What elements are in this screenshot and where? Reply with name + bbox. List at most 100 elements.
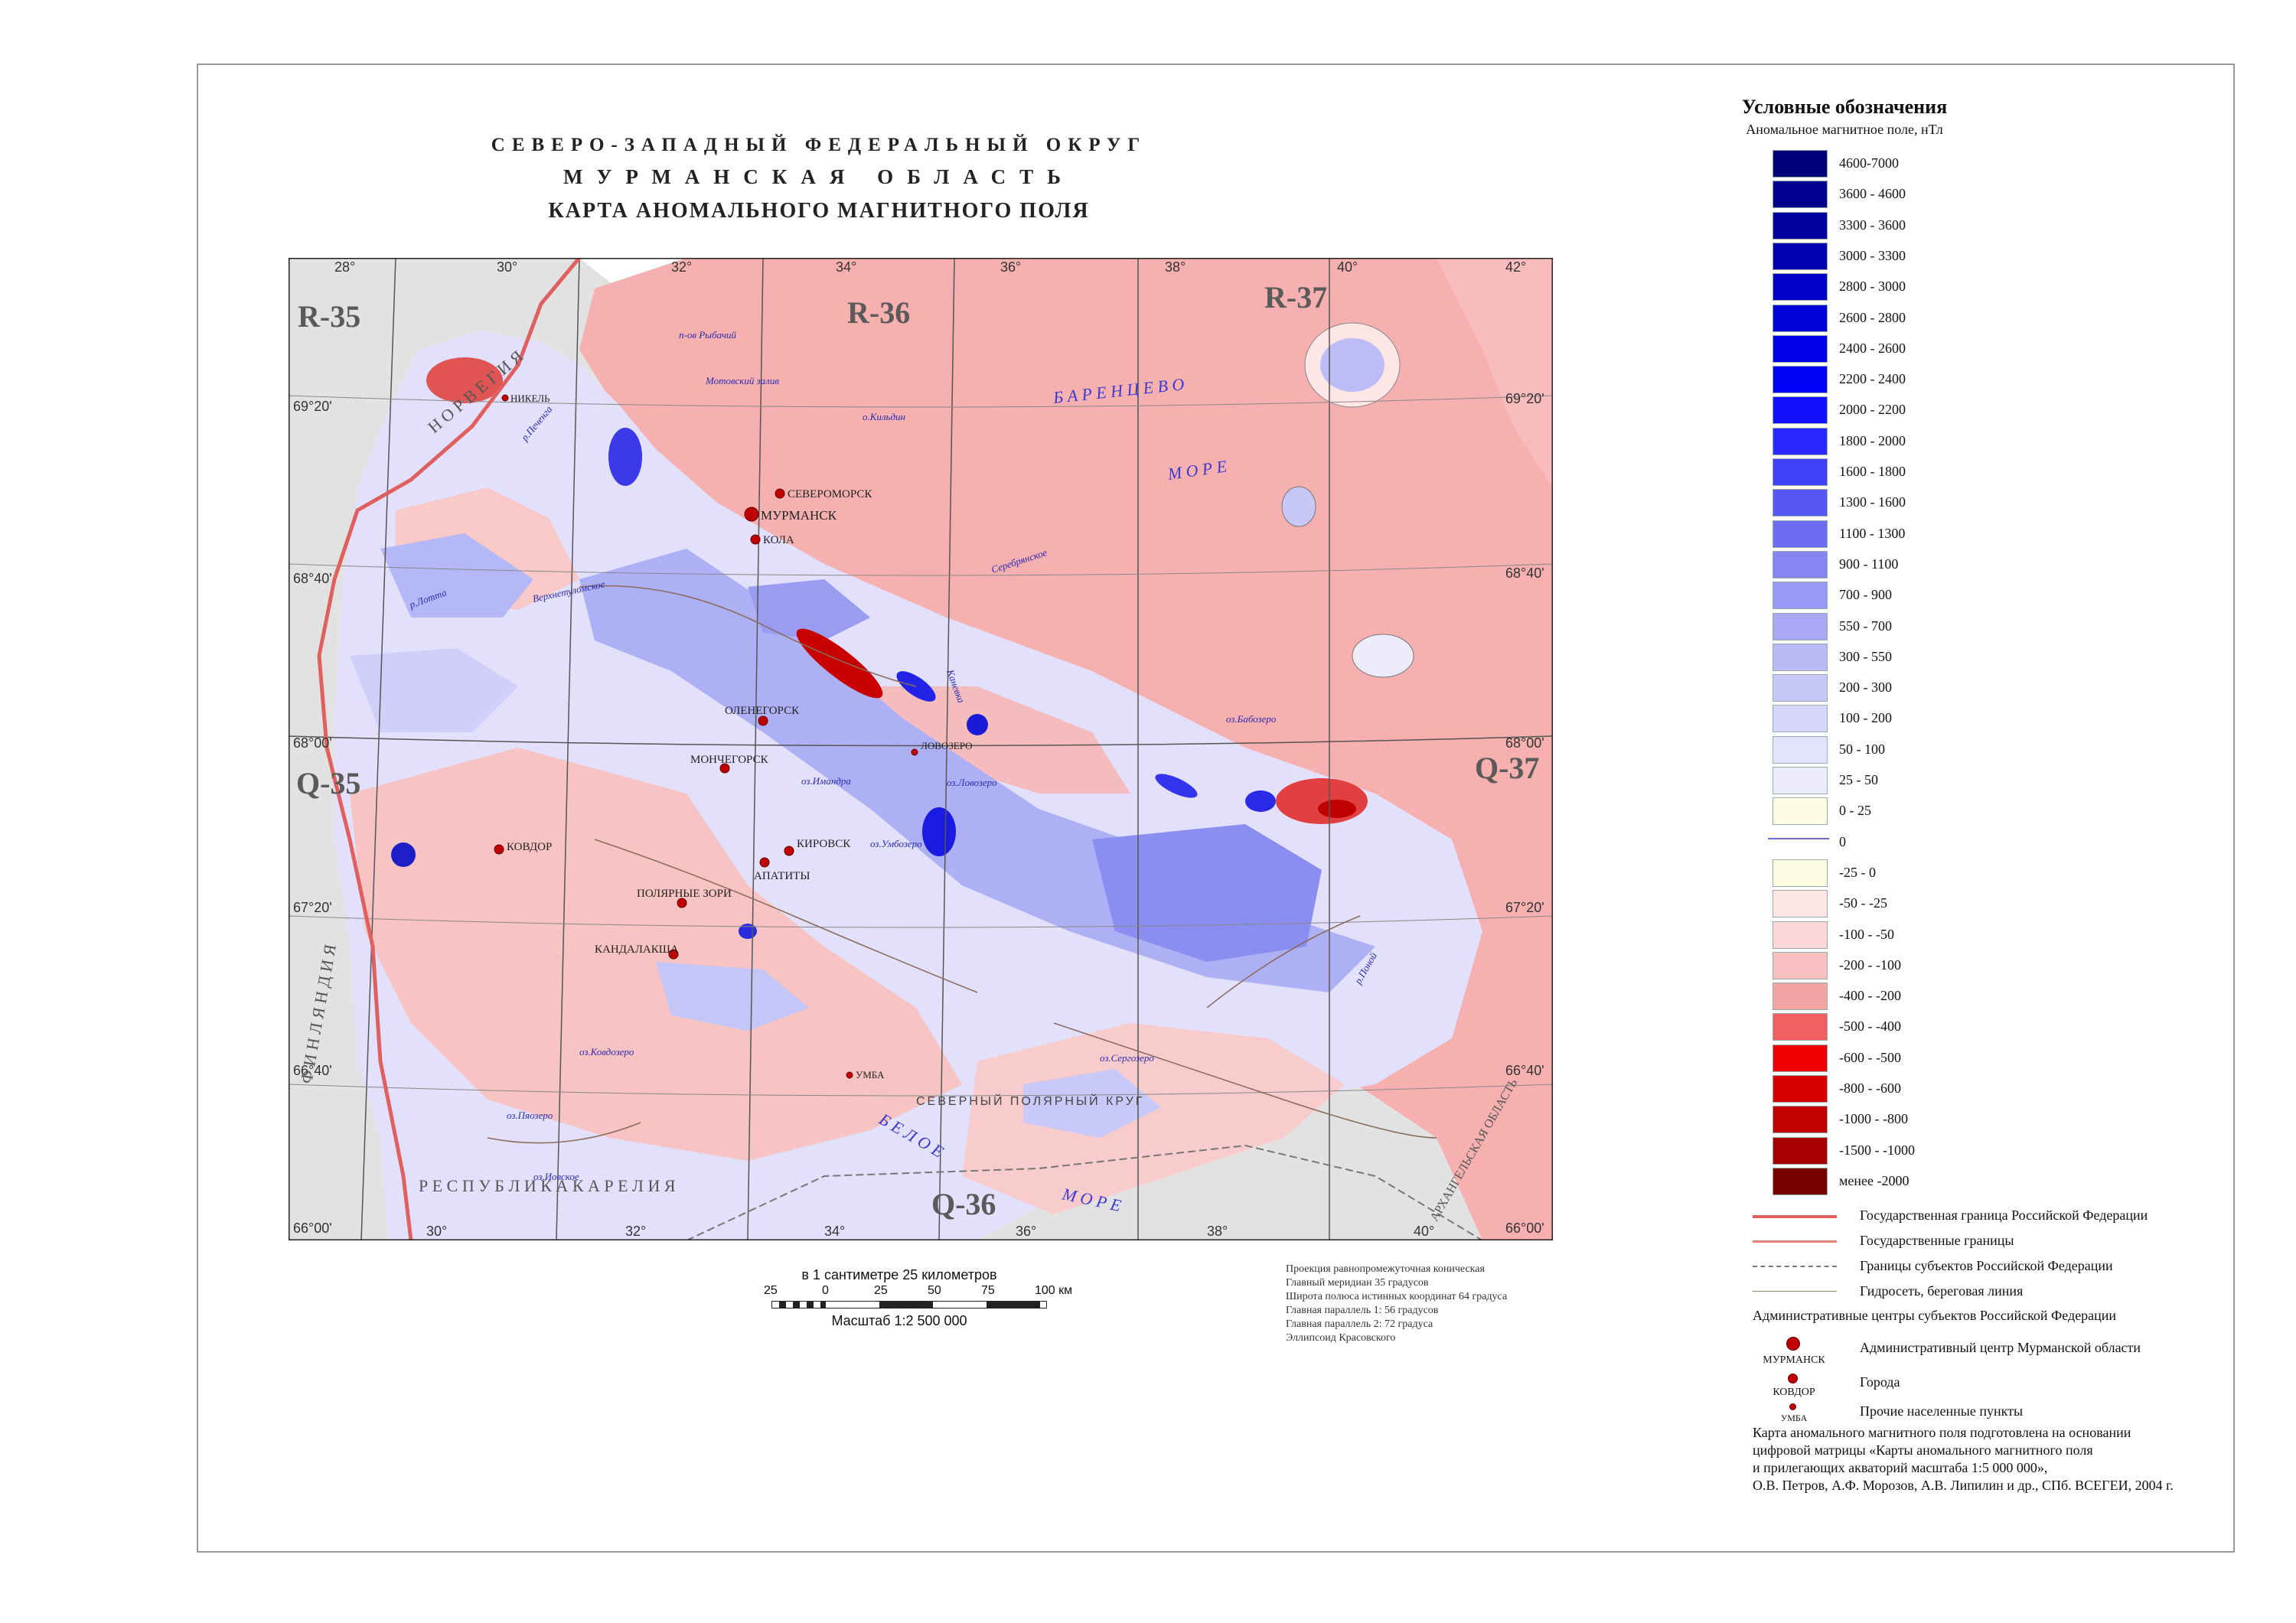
title-region: МУРМАНСКАЯ ОБЛАСТЬ bbox=[563, 165, 1075, 188]
city-marker[interactable] bbox=[784, 846, 794, 856]
legend-class-label: 300 - 550 bbox=[1839, 648, 1892, 664]
town-symbol bbox=[1789, 1403, 1796, 1410]
projection-line: Главный меридиан 35 градусов bbox=[1286, 1277, 1429, 1289]
capital-symbol-name: МУРМАНСК bbox=[1763, 1354, 1825, 1366]
arctic-circle-label: СЕВЕРНЫЙ ПОЛЯРНЫЙ КРУГ bbox=[916, 1093, 1145, 1108]
legend-swatch bbox=[1773, 304, 1828, 332]
legend-swatch bbox=[1773, 334, 1828, 363]
legend-class-label: -500 - -400 bbox=[1839, 1018, 1901, 1035]
legend-line-symbol bbox=[1753, 1240, 1837, 1243]
latitude-label: 67°20' bbox=[293, 900, 332, 915]
map-sheet-frame bbox=[197, 64, 2235, 1553]
place-label: п-ов Рыбачий bbox=[679, 329, 737, 341]
legend-swatch bbox=[1773, 458, 1828, 486]
legend-swatch bbox=[1773, 1013, 1828, 1041]
title-district: СЕВЕРО-ЗАПАДНЫЙ ФЕДЕРАЛЬНЫЙ ОКРУГ bbox=[491, 135, 1147, 155]
legend-class-label: 1800 - 2000 bbox=[1839, 432, 1906, 448]
legend-class-label: 0 bbox=[1839, 833, 1846, 849]
legend-class-label: 900 - 1100 bbox=[1839, 556, 1899, 572]
place-label: оз.Иовское bbox=[533, 1171, 579, 1182]
town-marker[interactable] bbox=[911, 748, 918, 756]
longitude-label: 40° bbox=[1337, 259, 1358, 275]
scale-title: в 1 сантиметре 25 километров bbox=[801, 1267, 997, 1282]
scale-ticks: 25 0 25 50 75 100 км bbox=[758, 1284, 1079, 1301]
legend-class-label: 2000 - 2200 bbox=[1839, 402, 1906, 418]
longitude-label: 40° bbox=[1414, 1224, 1434, 1239]
projection-line: Эллипсоид Красовского bbox=[1286, 1332, 1396, 1344]
city-marker[interactable] bbox=[775, 488, 785, 499]
legend-swatch bbox=[1773, 1106, 1828, 1134]
legend-zero-line bbox=[1768, 837, 1829, 839]
legend-swatch bbox=[1773, 1136, 1828, 1165]
city-symbol-name: КОВДОР bbox=[1773, 1387, 1815, 1398]
latitude-label: 69°20' bbox=[1505, 391, 1544, 406]
legend-line-symbol bbox=[1753, 1266, 1837, 1267]
longitude-label: 38° bbox=[1165, 259, 1186, 275]
city-label: КАНДАЛАКША bbox=[595, 943, 679, 956]
legend-swatch bbox=[1773, 983, 1828, 1011]
place-label: оз.Пяозеро bbox=[507, 1110, 553, 1121]
city-label: МОНЧЕГОРСК bbox=[690, 754, 769, 766]
legend-class-label: 4600-7000 bbox=[1839, 155, 1899, 171]
legend-class-label: 2200 - 2400 bbox=[1839, 371, 1906, 387]
legend-line-symbol bbox=[1753, 1291, 1837, 1292]
graticule bbox=[289, 258, 1553, 1240]
legend-swatch bbox=[1773, 674, 1828, 702]
legend-line-symbol bbox=[1753, 1215, 1837, 1218]
latitude-label: 68°40' bbox=[293, 571, 332, 586]
legend-title: Условные обозначения bbox=[1741, 96, 1948, 118]
legend-line-label: Границы субъектов Российской Федерации bbox=[1860, 1258, 2113, 1273]
scale-tick: 100 км bbox=[1035, 1284, 1073, 1297]
legend-swatch bbox=[1773, 705, 1828, 733]
legend-class-label: 550 - 700 bbox=[1839, 618, 1892, 634]
city-label: ОЛЕНЕГОРСК bbox=[725, 705, 800, 717]
legend-swatch bbox=[1773, 211, 1828, 240]
sheet-label: R-36 bbox=[847, 295, 910, 330]
legend-class-label: 1300 - 1600 bbox=[1839, 494, 1906, 510]
legend-swatch bbox=[1773, 150, 1828, 178]
city-marker[interactable] bbox=[494, 844, 504, 855]
legend-class-label: 25 - 50 bbox=[1839, 772, 1878, 787]
longitude-label: 36° bbox=[1000, 259, 1021, 275]
city-symbol-label: Города bbox=[1860, 1374, 1900, 1390]
magnetic-anomaly-map[interactable]: R-35 R-36 R-37 Q-35 Q-37 Q-36 28° 30° 32… bbox=[289, 258, 1553, 1240]
sheet-label: Q-36 bbox=[931, 1187, 996, 1221]
legend-class-label: 2800 - 3000 bbox=[1839, 279, 1906, 295]
city-marker[interactable] bbox=[758, 715, 768, 726]
projection-line: Проекция равнопромежуточная коническая bbox=[1286, 1263, 1485, 1275]
city-symbol bbox=[1788, 1374, 1798, 1383]
legend-class-label: -1500 - -1000 bbox=[1839, 1142, 1915, 1158]
legend-line-label: Государственная граница Российской Федер… bbox=[1860, 1207, 2148, 1223]
strong-negative-anomaly bbox=[796, 628, 883, 699]
scale-ratio: Масштаб 1:2 500 000 bbox=[831, 1313, 967, 1328]
legend-class-label: -100 - -50 bbox=[1839, 926, 1894, 942]
longitude-label: 32° bbox=[671, 259, 692, 275]
town-symbol-name: УМБА bbox=[1780, 1413, 1808, 1423]
legend-swatch bbox=[1773, 859, 1828, 887]
legend-swatch bbox=[1773, 181, 1828, 209]
legend-class-label: 3300 - 3600 bbox=[1839, 217, 1906, 233]
town-marker[interactable] bbox=[846, 1071, 853, 1079]
scale-tick: 25 bbox=[874, 1284, 888, 1297]
legend-swatch bbox=[1773, 242, 1828, 270]
town-marker[interactable] bbox=[501, 394, 509, 402]
legend-class-label: -1000 - -800 bbox=[1839, 1111, 1908, 1127]
city-marker-capital[interactable] bbox=[744, 507, 759, 522]
city-marker[interactable] bbox=[750, 534, 761, 545]
source-note: Карта аномального магнитного поля подгот… bbox=[1753, 1424, 2242, 1494]
city-marker[interactable] bbox=[677, 898, 687, 908]
city-label: КИРОВСК bbox=[797, 838, 851, 850]
longitude-label: 30° bbox=[426, 1224, 447, 1239]
place-label: оз.Бабозеро bbox=[1226, 713, 1277, 725]
latitude-label: 69°20' bbox=[293, 399, 332, 414]
longitude-label: 36° bbox=[1016, 1224, 1036, 1239]
sheet-label: R-35 bbox=[298, 299, 360, 334]
city-marker[interactable] bbox=[759, 857, 770, 868]
city-label: КОЛА bbox=[763, 534, 794, 546]
legend-line-label: Гидросеть, береговая линия bbox=[1860, 1283, 2024, 1299]
longitude-label: 34° bbox=[836, 259, 856, 275]
legend-class-label: 2600 - 2800 bbox=[1839, 309, 1906, 325]
city-marker[interactable] bbox=[719, 763, 730, 774]
scale-tick: 25 bbox=[764, 1284, 778, 1297]
city-marker[interactable] bbox=[668, 949, 679, 960]
